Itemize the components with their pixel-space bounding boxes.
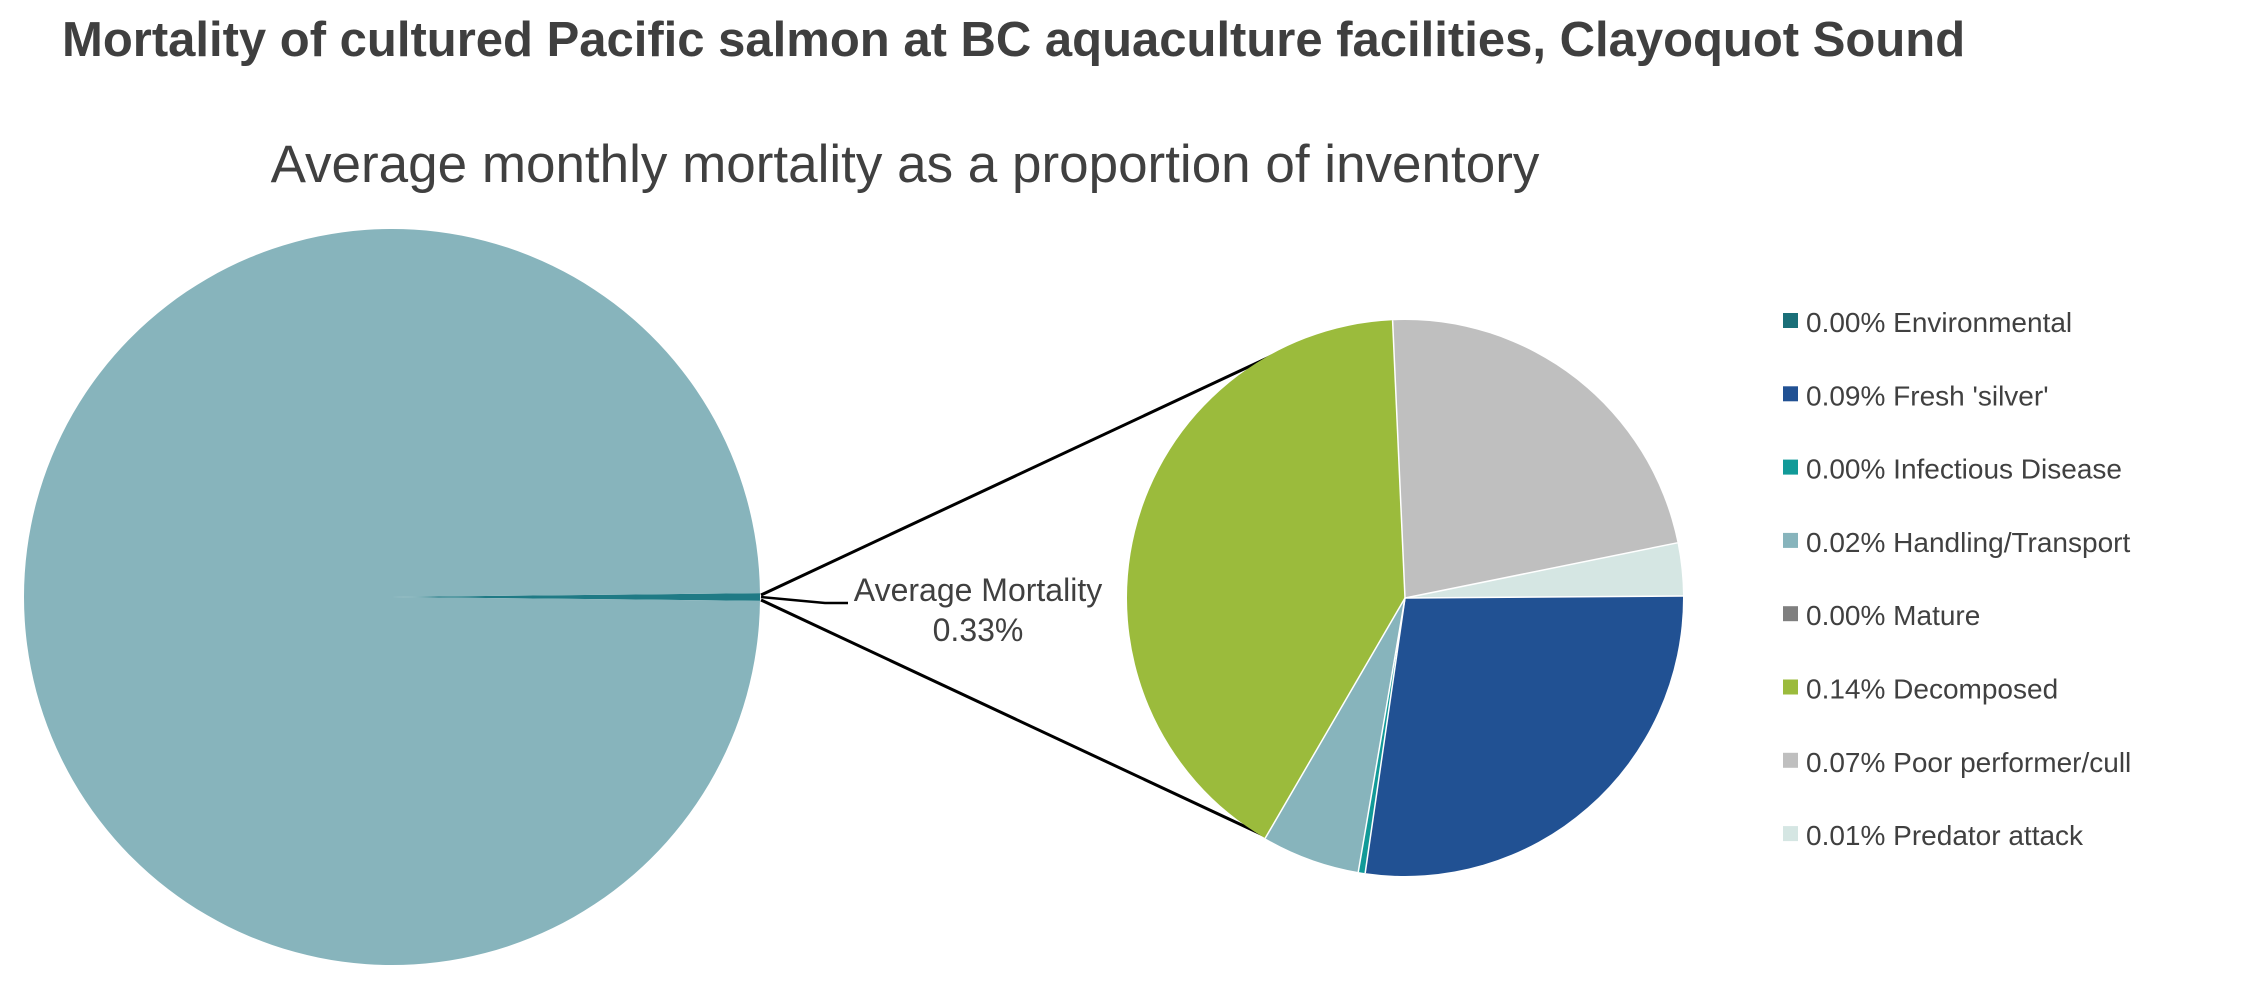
main-slice-average-mortality — [392, 593, 761, 601]
legend-label: 0.00% Environmental — [1806, 307, 2072, 338]
legend-item-environmental: 0.00% Environmental — [1783, 307, 2072, 338]
legend-swatch — [1783, 826, 1798, 842]
callout-leader-line — [760, 595, 848, 605]
breakdown-slice-decomposed — [1126, 320, 1405, 839]
chart-title: Average monthly mortality as a proportio… — [271, 135, 1540, 194]
legend-label: 0.00% Infectious Disease — [1806, 454, 2122, 485]
legend-swatch — [1783, 459, 1798, 475]
legend-label: 0.00% Mature — [1806, 600, 1980, 631]
legend-item-handling-transport: 0.02% Handling/Transport — [1783, 527, 2130, 558]
legend-label: 0.01% Predator attack — [1806, 820, 2084, 851]
legend-label: 0.07% Poor performer/cull — [1806, 747, 2131, 778]
slice-separator — [1404, 542, 1678, 599]
slice-separator — [1404, 595, 1683, 599]
main-pie — [23, 229, 761, 966]
slice-separator — [1357, 597, 1406, 873]
legend-swatch — [1783, 679, 1798, 695]
legend-swatch — [1783, 313, 1798, 328]
legend-label: 0.14% Decomposed — [1806, 674, 2058, 705]
average-mortality-callout: Average Mortality 0.33% — [854, 572, 1102, 648]
main-slice-survival — [23, 229, 760, 966]
callout-label: Average Mortality — [854, 572, 1102, 608]
callout-value: 0.33% — [933, 612, 1024, 648]
legend-swatch — [1783, 386, 1798, 402]
page-title: Mortality of cultured Pacific salmon at … — [62, 13, 1966, 67]
legend-item-infectious-disease: 0.00% Infectious Disease — [1783, 454, 2122, 485]
connector-line-bottom — [760, 598, 1294, 851]
legend-label: 0.09% Fresh 'silver' — [1806, 380, 2049, 411]
slice-separator — [1364, 597, 1406, 874]
legend-item-decomposed: 0.14% Decomposed — [1783, 674, 2058, 705]
breakdown-slice-handling-transport — [1265, 598, 1405, 873]
breakdown-pie — [1126, 320, 1683, 876]
legend-swatch — [1783, 532, 1798, 548]
legend-swatch — [1783, 606, 1798, 622]
slice-separator — [1264, 597, 1406, 839]
legend: 0.00% Environmental 0.09% Fresh 'silver' 0… — [1783, 307, 2131, 851]
connector-lines — [760, 344, 1294, 851]
connector-line-top — [760, 344, 1294, 597]
breakdown-slice-poor-performer-cull — [1392, 320, 1678, 598]
legend-item-predator-attack: 0.01% Predator attack — [1783, 820, 2084, 851]
legend-label: 0.02% Handling/Transport — [1806, 527, 2130, 558]
slice-separator — [1391, 320, 1406, 599]
breakdown-slice-fresh-silver — [1365, 596, 1683, 876]
legend-swatch — [1783, 752, 1798, 768]
legend-item-mature: 0.00% Mature — [1783, 600, 1980, 631]
legend-item-fresh-silver: 0.09% Fresh 'silver' — [1783, 380, 2049, 411]
legend-item-poor-performer-cull: 0.07% Poor performer/cull — [1783, 747, 2131, 778]
